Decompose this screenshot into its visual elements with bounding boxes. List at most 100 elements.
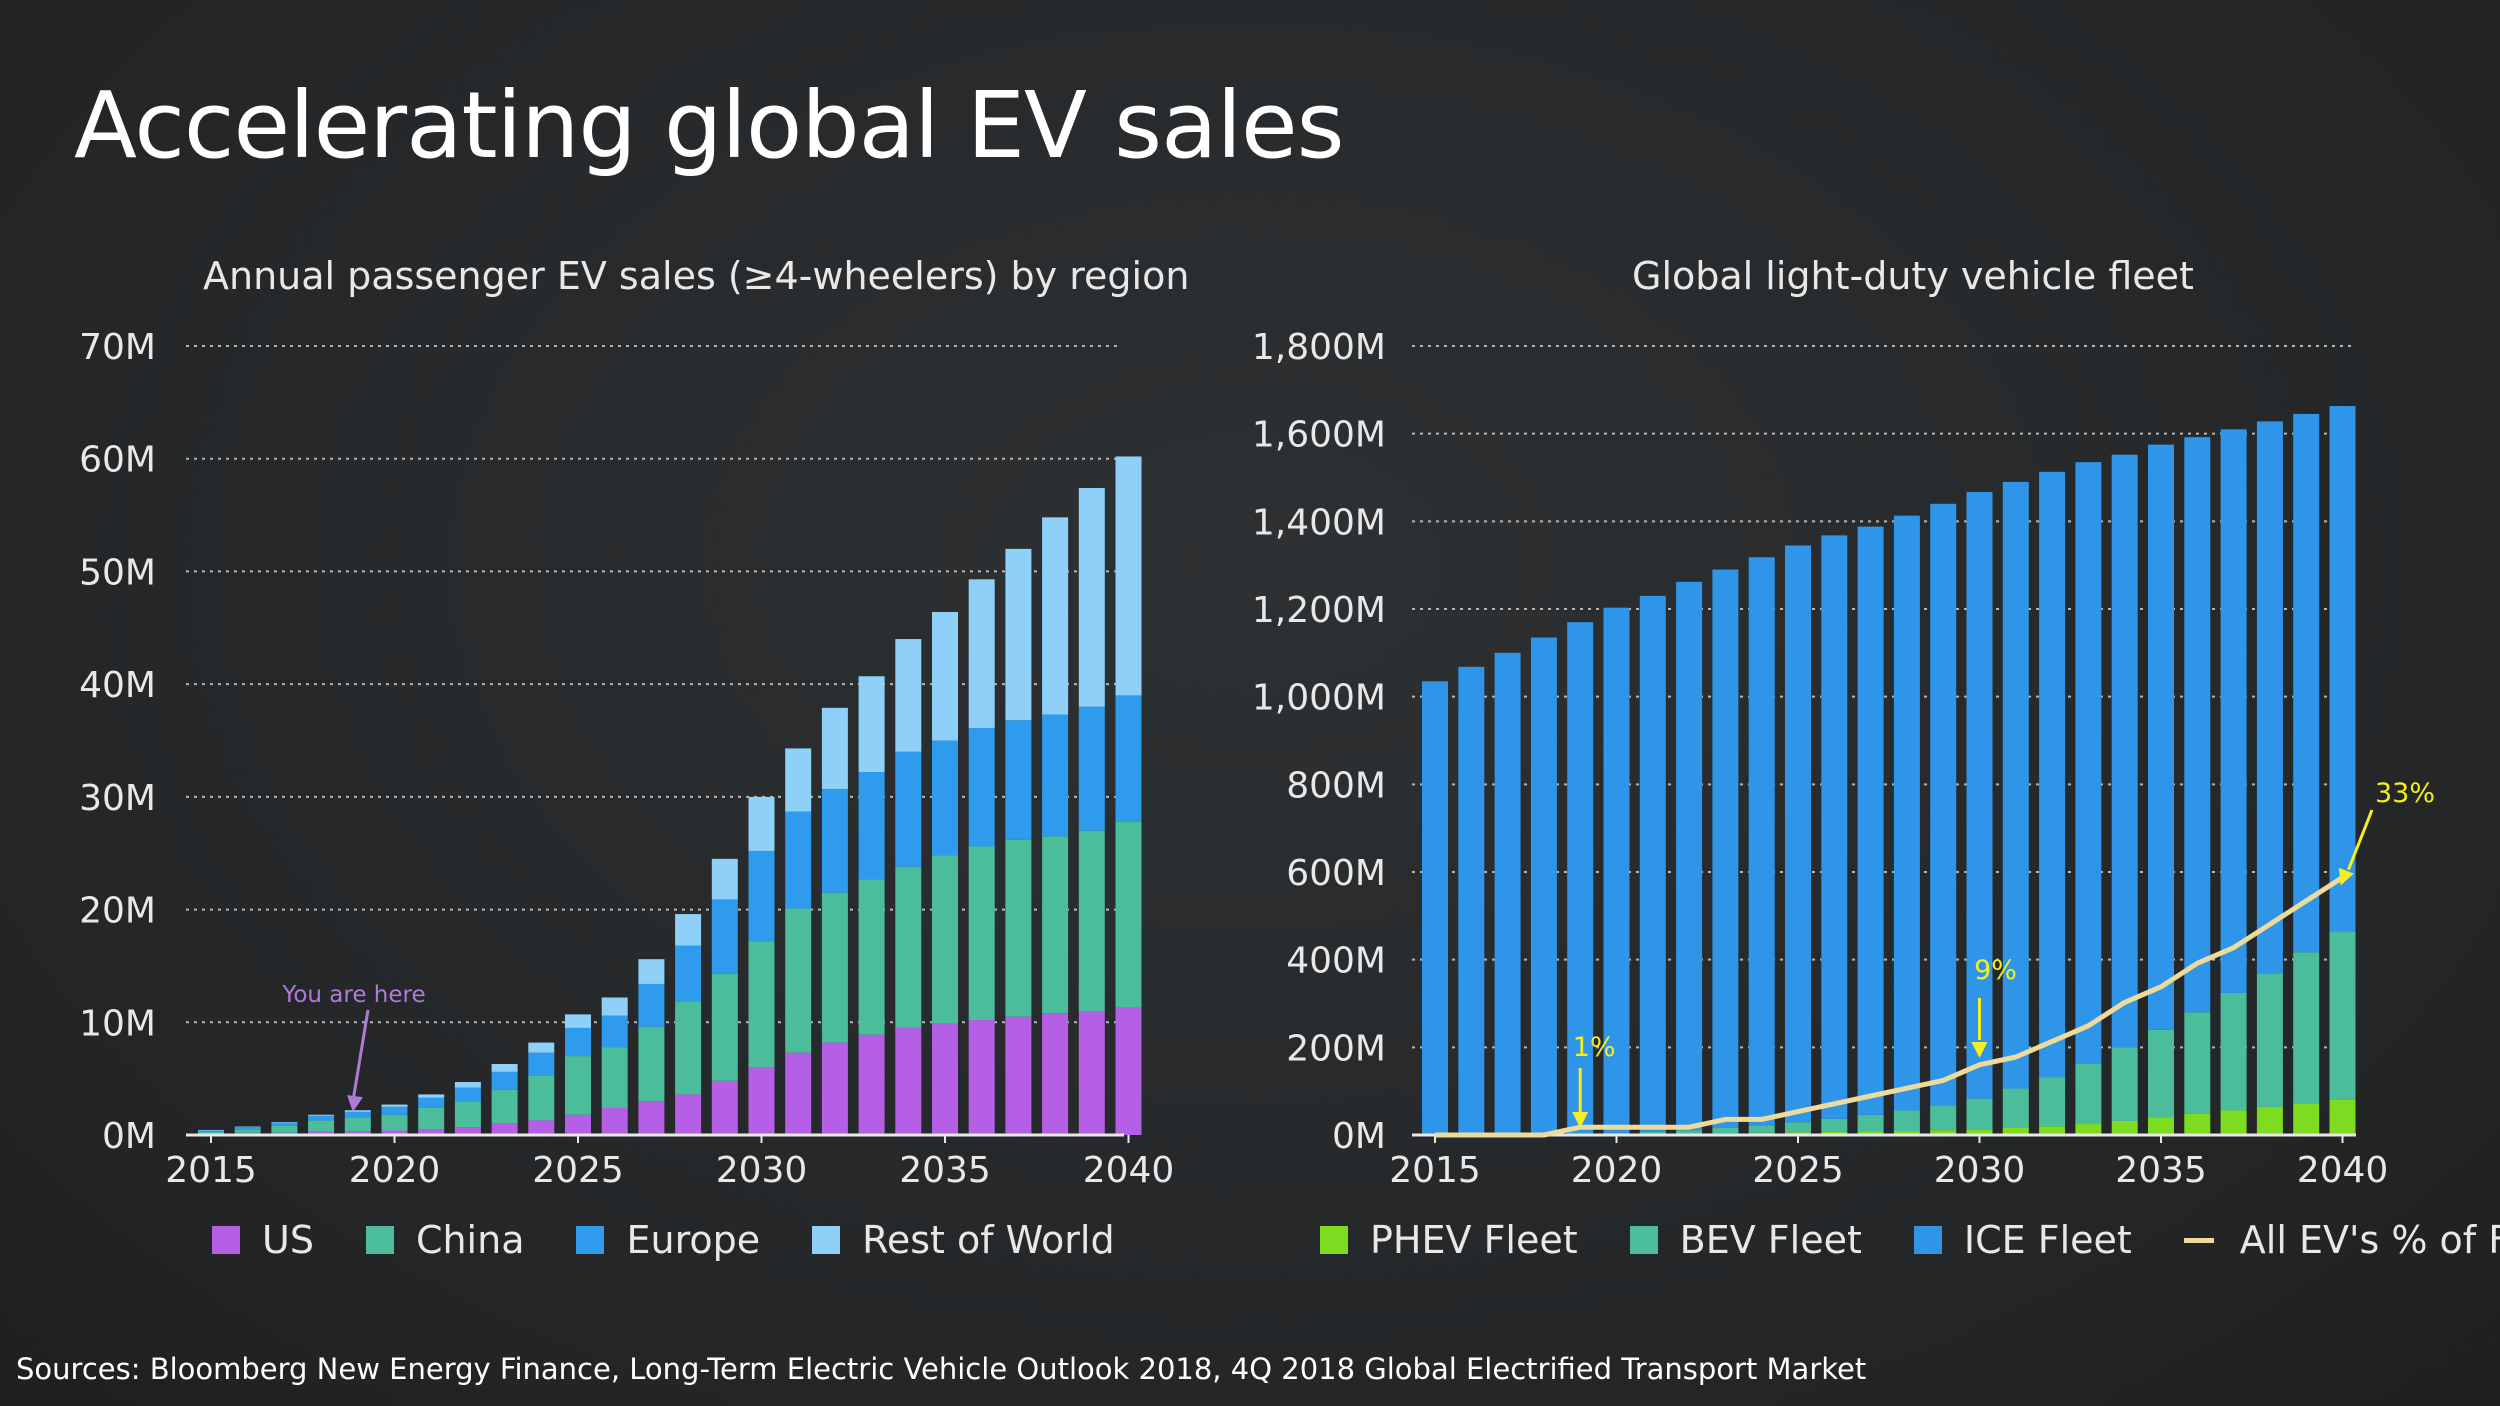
bar-segment-rest-of-world <box>1042 517 1069 715</box>
bar-segment-ice-fleet <box>1966 491 1993 1099</box>
bar-segment-us <box>565 1114 591 1135</box>
bar-segment-rest-of-world <box>1115 456 1142 696</box>
bar-segment-rest-of-world <box>785 748 812 812</box>
bar-segment-ice-fleet <box>1494 652 1521 1135</box>
bar-segment-ice-fleet <box>2220 429 2247 993</box>
bar-segment-us <box>638 1101 665 1135</box>
y-tick-label: 1,600M <box>1252 415 1386 456</box>
bar-segment-us <box>1005 1016 1032 1135</box>
x-tick-label: 2040 <box>1083 1150 1175 1191</box>
legend-label-ice: ICE Fleet <box>1963 1218 2132 1262</box>
bar-segment-ice-fleet <box>1567 622 1594 1134</box>
bar-segment-us <box>418 1129 445 1135</box>
legend-swatch-china <box>365 1226 394 1254</box>
bar-segment-bev-fleet <box>2184 1012 2211 1114</box>
bar-segment-rest-of-world <box>675 914 702 946</box>
bar-segment-china <box>895 866 922 1028</box>
bar-segment-rest-of-world <box>895 639 922 752</box>
x-tick-label: 2030 <box>716 1150 808 1191</box>
bar-segment-china <box>344 1117 371 1132</box>
bar-segment-ice-fleet <box>2256 421 2283 974</box>
bar-segment-china <box>381 1114 408 1131</box>
bar-segment-china <box>858 879 885 1035</box>
bar-segment-bev-fleet <box>1748 1125 1775 1133</box>
legend-item-phev: PHEV Fleet <box>1320 1218 1578 1262</box>
bar-segment-bev-fleet <box>1639 1131 1666 1135</box>
bar-segment-phev-fleet <box>2148 1117 2174 1135</box>
bar-segment-phev-fleet <box>2256 1106 2283 1135</box>
legend-item-us: US <box>212 1218 314 1262</box>
bar-segment-china <box>821 892 848 1043</box>
bar-segment-bev-fleet <box>1966 1098 1993 1130</box>
bar-segment-rest-of-world <box>454 1082 481 1088</box>
bar-segment-bev-fleet <box>2002 1088 2029 1128</box>
bar-segment-phev-fleet <box>2002 1127 2029 1135</box>
bar-segment-rest-of-world <box>234 1126 261 1128</box>
bar-segment-china <box>711 973 738 1081</box>
annotation-arrow-head <box>347 1095 363 1112</box>
annotation-you-are-here: You are here <box>281 982 425 1008</box>
bar-segment-europe <box>968 728 995 847</box>
annotation-arrow-line <box>352 1009 370 1097</box>
bar-segment-bev-fleet <box>1676 1130 1703 1134</box>
bar-segment-europe <box>271 1122 298 1126</box>
legend-swatch-ev-share <box>2183 1237 2214 1243</box>
bar-segment-ice-fleet <box>1712 569 1739 1128</box>
bar-segment-europe <box>638 983 665 1027</box>
bar-segment-phev-fleet <box>2329 1099 2356 1135</box>
bar-segment-us <box>381 1130 408 1135</box>
bar-segment-europe <box>528 1052 555 1076</box>
bar-segment-europe <box>1115 695 1142 822</box>
x-tick-label: 2030 <box>1934 1150 2026 1191</box>
y-tick-label: 200M <box>1286 1028 1386 1069</box>
bar-segment-us <box>748 1067 775 1135</box>
bar-segment-us <box>454 1127 481 1135</box>
bar-segment-europe <box>234 1127 261 1130</box>
legend-item-europe: Europe <box>576 1218 760 1262</box>
legend-label-china: China <box>415 1218 525 1262</box>
x-tick-label: 2040 <box>2297 1150 2389 1191</box>
bar-segment-bev-fleet <box>2111 1047 2138 1121</box>
legend-item-bev: BEV Fleet <box>1629 1218 1862 1262</box>
bar-segment-us <box>675 1094 702 1135</box>
bar-segment-europe <box>1005 720 1032 840</box>
bar-segment-rest-of-world <box>418 1094 445 1098</box>
legend-item-rest-of-world: Rest of World <box>812 1218 1115 1262</box>
bar-segment-bev-fleet <box>2220 992 2247 1111</box>
bar-segment-europe <box>748 850 775 942</box>
y-tick-label: 1,200M <box>1252 590 1386 631</box>
x-tick-label: 2020 <box>349 1150 441 1191</box>
bar-segment-bev-fleet <box>2256 973 2283 1107</box>
bar-segment-phev-fleet <box>1821 1131 1848 1135</box>
bar-segment-china <box>1042 836 1069 1014</box>
x-tick-label: 2015 <box>1389 1150 1481 1191</box>
bar-segment-phev-fleet <box>2075 1124 2102 1135</box>
bar-segment-ice-fleet <box>2329 406 2356 932</box>
annotation-arrow-head <box>2338 867 2354 886</box>
bar-segment-china <box>491 1089 518 1124</box>
bar-segment-rest-of-world <box>565 1014 591 1028</box>
bar-segment-phev-fleet <box>1857 1131 1884 1135</box>
y-tick-label: 1,400M <box>1252 502 1386 543</box>
bar-segment-bev-fleet <box>2293 952 2320 1104</box>
bar-segment-china <box>1115 821 1142 1008</box>
y-tick-label: 10M <box>79 1003 156 1044</box>
bar-segment-phev-fleet <box>1966 1129 1993 1135</box>
legend-swatch-phev <box>1320 1226 1348 1254</box>
bar-segment-rest-of-world <box>1005 548 1032 721</box>
bar-segment-ice-fleet <box>2148 444 2174 1030</box>
x-tick-label: 2035 <box>2115 1150 2207 1191</box>
bar-segment-europe <box>418 1097 445 1108</box>
bar-segment-phev-fleet <box>1930 1130 1957 1135</box>
bar-segment-europe <box>491 1071 518 1090</box>
bar-segment-ice-fleet <box>2002 481 2029 1089</box>
bar-segment-china <box>675 1001 702 1095</box>
bar-segment-ice-fleet <box>1785 545 1811 1123</box>
bar-segment-ice-fleet <box>1603 607 1630 1133</box>
bar-segment-china <box>454 1101 481 1128</box>
legend-label-phev: PHEV Fleet <box>1370 1218 1578 1262</box>
bar-segment-china <box>234 1129 261 1133</box>
fleet-chart-title: Global light-duty vehicle fleet <box>1632 254 2194 298</box>
bar-segment-us <box>932 1023 958 1135</box>
bar-segment-us <box>821 1042 848 1135</box>
